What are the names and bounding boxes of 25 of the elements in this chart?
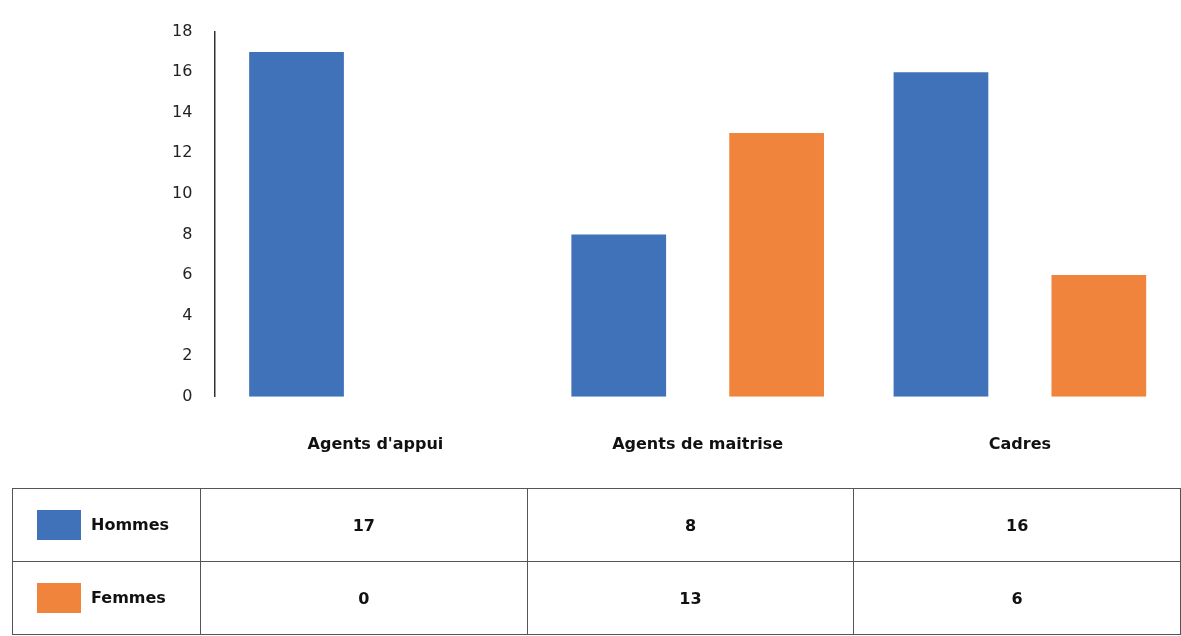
y-tick-label: 18 [172,20,193,40]
y-tick-label: 2 [182,345,193,365]
data-label: 13 [527,561,854,635]
y-tick-label: 10 [172,183,193,203]
x-tick-label: Cadres [988,433,1052,453]
y-tick-label: 4 [182,304,193,324]
bar [729,133,824,397]
y-tick-label: 8 [182,223,193,243]
legend-label: Femmes [12,561,201,635]
bar [571,234,667,397]
y-tick-label: 14 [172,101,193,121]
data-label: 6 [853,561,1181,635]
x-tick-label: Agents de maitrise [612,433,784,453]
y-tick-label: 12 [172,142,193,162]
bar [1051,275,1147,397]
data-label: 16 [853,488,1181,562]
y-tick-label: 6 [182,264,193,284]
bar [249,51,344,397]
bar [893,72,989,397]
y-tick-label: 0 [182,385,193,405]
data-label: 17 [200,488,528,562]
legend-label: Hommes [12,488,201,562]
data-label: 8 [527,488,854,562]
x-tick-label: Agents d'appui [307,433,444,453]
y-tick-label: 16 [172,61,193,81]
